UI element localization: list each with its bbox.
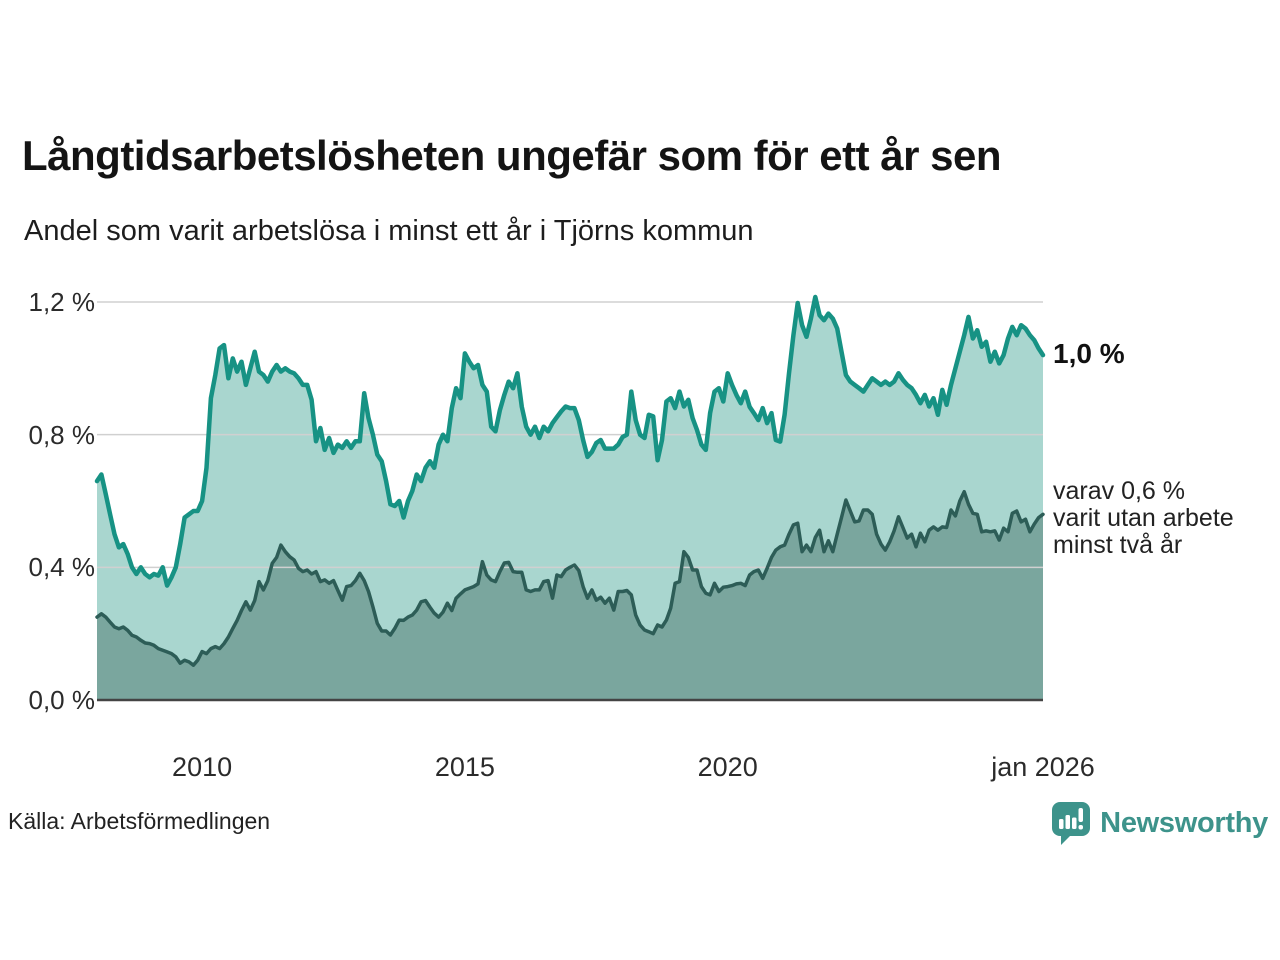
annotation-line-2: varit utan arbete	[1053, 504, 1234, 532]
series-line-two-years	[95, 489, 1045, 667]
series-two-year-annotation: varav 0,6 % varit utan arbete minst två …	[1053, 478, 1234, 559]
gridlines	[97, 301, 1043, 702]
annotation-line-3: minst två år	[1053, 531, 1183, 559]
y-axis-tick-1-2: 1,2 %	[28, 287, 96, 317]
x-axis-tick-2010: 2010	[172, 752, 233, 782]
newsworthy-logo-icon	[1052, 802, 1091, 845]
newsworthy-logo: Newsworthy	[1051, 800, 1268, 846]
x-axis-tick-2020: 2020	[697, 752, 758, 782]
y-axis-tick-0-0: 0,0 %	[28, 685, 96, 715]
annotation-line-1: varav 0,6 %	[1053, 477, 1186, 505]
chart-subtitle: Andel som varit arbetslösa i minst ett å…	[24, 215, 754, 247]
x-axis-tick-2015: 2015	[434, 752, 495, 782]
page-title: Långtidsarbetslösheten ungefär som för e…	[22, 132, 1002, 179]
source-attribution: Källa: Arbetsförmedlingen	[8, 808, 271, 834]
series-end-value-label: 1,0 %	[1053, 338, 1125, 369]
series-line-one-year	[94, 294, 1046, 588]
newsworthy-logo-text: Newsworthy	[1100, 806, 1268, 839]
y-axis-tick-0-4: 0,4 %	[28, 552, 96, 583]
y-axis-tick-0-8: 0,8 %	[28, 419, 96, 450]
series-area-two-years	[97, 491, 1043, 700]
x-axis-tick-jan-2026: jan 2026	[991, 752, 1095, 782]
